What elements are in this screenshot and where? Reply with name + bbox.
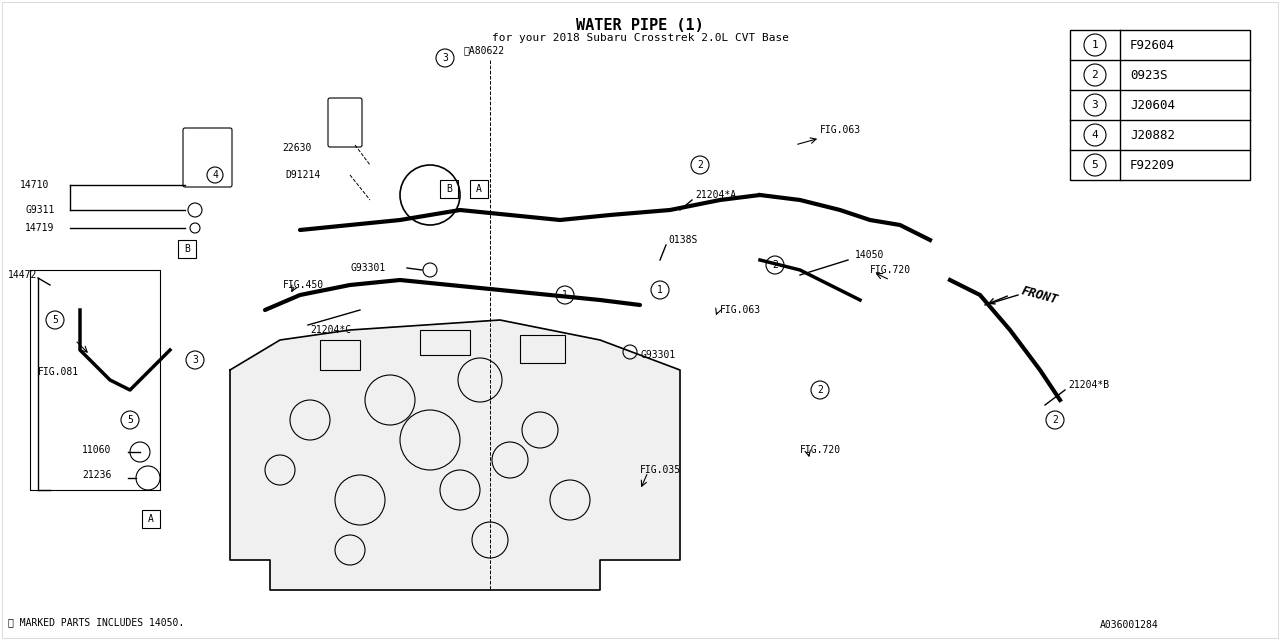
- Bar: [1070, 30, 1251, 180]
- Text: 21204*A: 21204*A: [695, 190, 736, 200]
- Text: 21236: 21236: [82, 470, 111, 480]
- Text: B: B: [445, 184, 452, 194]
- Text: FIG.720: FIG.720: [870, 265, 911, 275]
- Text: D91214: D91214: [285, 170, 320, 180]
- Text: G93301: G93301: [349, 263, 385, 273]
- Text: 21204*C: 21204*C: [310, 325, 351, 335]
- Text: 1: 1: [562, 290, 568, 300]
- Text: 11060: 11060: [82, 445, 111, 455]
- Text: 5: 5: [127, 415, 133, 425]
- Text: G9311: G9311: [26, 205, 54, 215]
- Text: 3: 3: [192, 355, 198, 365]
- Text: G93301: G93301: [640, 350, 676, 360]
- Text: FIG.081: FIG.081: [38, 367, 79, 377]
- Text: ※ MARKED PARTS INCLUDES 14050.: ※ MARKED PARTS INCLUDES 14050.: [8, 617, 184, 627]
- Text: 1: 1: [657, 285, 663, 295]
- Text: J20882: J20882: [1130, 129, 1175, 141]
- Text: FIG.720: FIG.720: [800, 445, 841, 455]
- Bar: [320, 340, 360, 370]
- Text: 21204*B: 21204*B: [1068, 380, 1110, 390]
- Text: J20604: J20604: [1130, 99, 1175, 111]
- Text: 5: 5: [52, 315, 58, 325]
- Text: WATER PIPE (1): WATER PIPE (1): [576, 18, 704, 33]
- Text: FIG.063: FIG.063: [721, 305, 762, 315]
- Text: FIG.450: FIG.450: [283, 280, 324, 290]
- Text: 2: 2: [1052, 415, 1059, 425]
- Text: 14050: 14050: [855, 250, 884, 260]
- Text: A: A: [148, 514, 154, 524]
- Text: 0923S: 0923S: [1130, 68, 1167, 81]
- Text: 22630: 22630: [282, 143, 311, 153]
- Text: 2: 2: [1092, 70, 1098, 80]
- Text: ※A80622: ※A80622: [463, 45, 504, 55]
- Text: 4: 4: [1092, 130, 1098, 140]
- Text: 2: 2: [817, 385, 823, 395]
- Text: 3: 3: [1092, 100, 1098, 110]
- Text: 3: 3: [442, 53, 448, 63]
- Text: F92209: F92209: [1130, 159, 1175, 172]
- Bar: [178, 240, 196, 258]
- Text: A036001284: A036001284: [1100, 620, 1158, 630]
- Bar: [470, 180, 488, 198]
- Bar: [420, 330, 470, 355]
- Text: 14472: 14472: [8, 270, 37, 280]
- Text: 5: 5: [1092, 160, 1098, 170]
- Text: FIG.063: FIG.063: [820, 125, 861, 135]
- Text: 4: 4: [212, 170, 218, 180]
- Text: 14710: 14710: [20, 180, 50, 190]
- Bar: [142, 510, 160, 528]
- Text: 2: 2: [698, 160, 703, 170]
- Text: A: A: [476, 184, 483, 194]
- Text: for your 2018 Subaru Crosstrek 2.0L CVT Base: for your 2018 Subaru Crosstrek 2.0L CVT …: [492, 33, 788, 43]
- Text: 2: 2: [772, 260, 778, 270]
- Text: 0138S: 0138S: [668, 235, 698, 245]
- Text: F92604: F92604: [1130, 38, 1175, 51]
- Text: B: B: [184, 244, 189, 254]
- Text: 1: 1: [1092, 40, 1098, 50]
- Polygon shape: [230, 320, 680, 590]
- Bar: [440, 180, 458, 198]
- Text: FRONT: FRONT: [1020, 284, 1060, 306]
- Bar: [520, 335, 564, 363]
- Text: 14719: 14719: [26, 223, 54, 233]
- Text: FIG.035: FIG.035: [640, 465, 681, 475]
